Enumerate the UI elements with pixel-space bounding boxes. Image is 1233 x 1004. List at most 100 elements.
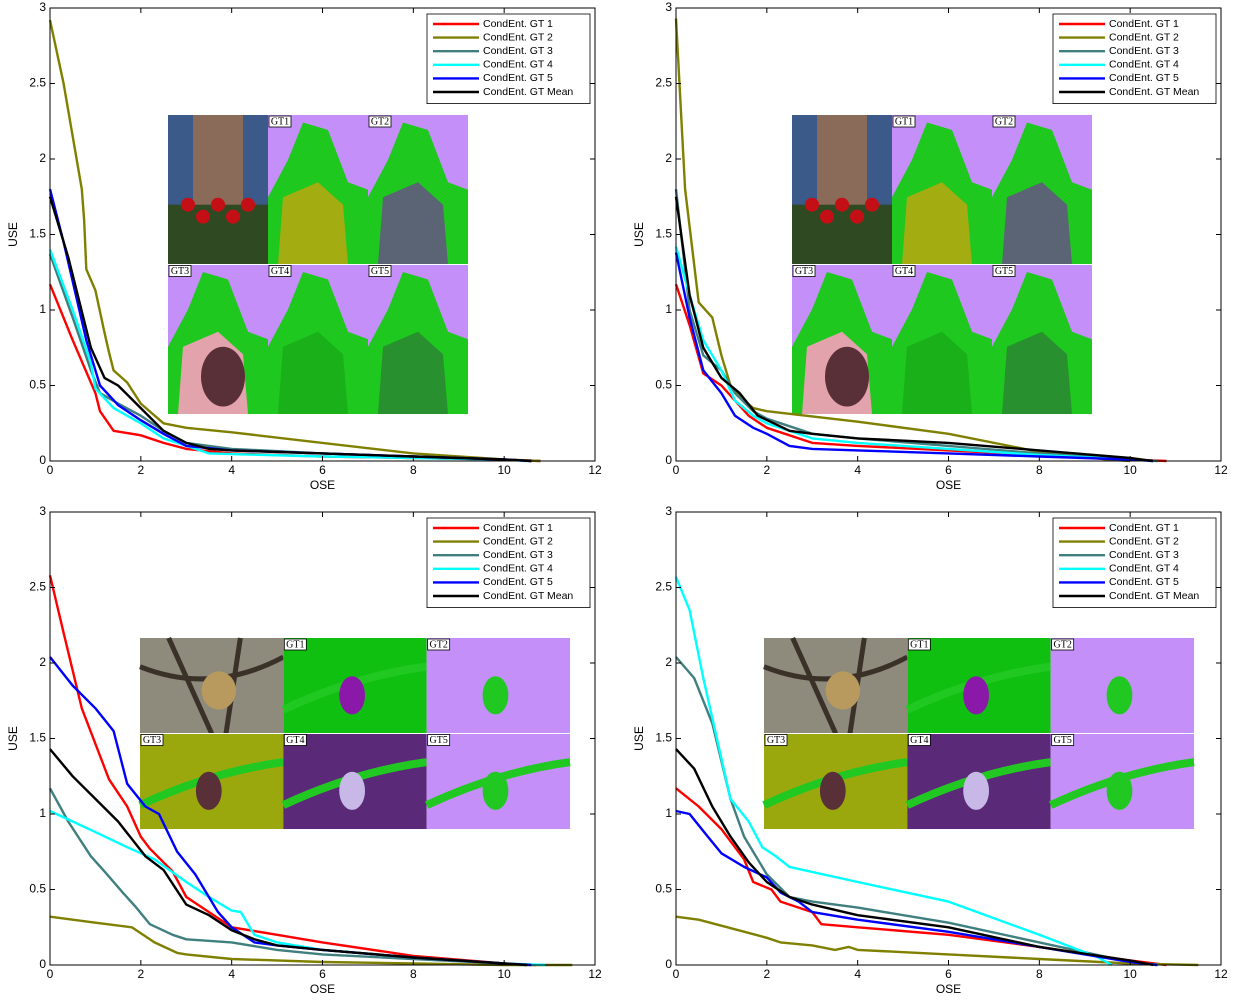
segment-leopard xyxy=(963,771,990,810)
inset-label-box xyxy=(892,265,916,277)
y-tick-label: 1 xyxy=(39,302,46,316)
segment-flowers xyxy=(378,331,448,414)
photo-flower xyxy=(226,209,240,224)
inset-label-box xyxy=(992,115,1016,128)
inset-label: GT3 xyxy=(171,266,189,277)
legend-box xyxy=(1052,517,1217,608)
x-tick-label: 10 xyxy=(1123,967,1137,981)
legend-label: CondEnt. GT Mean xyxy=(483,86,573,98)
legend-label: CondEnt. GT 2 xyxy=(1109,31,1179,43)
series-line xyxy=(675,748,1154,967)
segment-flowers xyxy=(278,182,348,265)
series-line xyxy=(48,19,541,463)
y-tick-label: 2.5 xyxy=(655,580,672,594)
y-axis-label: USE xyxy=(6,726,20,751)
segment-leopard xyxy=(195,771,222,810)
inset-label-box xyxy=(907,638,931,651)
inset-label: GT5 xyxy=(429,735,447,746)
y-tick-label: 0.5 xyxy=(655,882,672,896)
photo-flower xyxy=(181,197,195,212)
inset-label-box xyxy=(792,265,816,277)
photo-flower xyxy=(241,197,255,212)
y-tick-label: 1.5 xyxy=(29,731,46,745)
legend-box xyxy=(1052,13,1217,104)
series-line xyxy=(674,246,1153,463)
photo-flower xyxy=(211,197,225,212)
segment-flowers xyxy=(1002,182,1072,265)
photo-foliage xyxy=(168,204,268,265)
inset-label-box xyxy=(283,638,307,651)
inset-label: GT4 xyxy=(286,735,304,746)
inset-label-box xyxy=(992,265,1016,277)
legend-label: CondEnt. GT 4 xyxy=(1109,59,1179,71)
x-tick-label: 12 xyxy=(1214,967,1228,981)
legend-label: CondEnt. GT 4 xyxy=(483,563,553,575)
y-tick-label: 0.5 xyxy=(29,378,46,392)
x-tick-label: 12 xyxy=(588,967,602,981)
x-tick-label: 0 xyxy=(47,463,54,477)
legend-box xyxy=(426,517,591,608)
x-tick-label: 2 xyxy=(763,463,770,477)
x-axis-label: OSE xyxy=(310,478,335,492)
y-tick-label: 0 xyxy=(665,453,672,467)
subplot: GT1 GT2 GT3 GT4 GT5 0 2 4 6 8 10 12 0 0.5 1 1.5 2 2.5 3 OSE… xyxy=(6,504,602,996)
segment-flowers xyxy=(902,331,972,414)
inset-label-box xyxy=(892,115,916,128)
segment-leopard xyxy=(1106,676,1133,715)
inset-label: GT3 xyxy=(795,266,813,277)
photo-flower xyxy=(835,197,849,212)
x-tick-label: 12 xyxy=(588,463,602,477)
inset-label: GT4 xyxy=(910,735,928,746)
legend-label: CondEnt. GT 4 xyxy=(483,59,553,71)
inset-label-box xyxy=(268,115,292,128)
inset-label: GT4 xyxy=(271,266,289,277)
x-tick-label: 10 xyxy=(1123,463,1137,477)
y-tick-label: 1.5 xyxy=(655,227,672,241)
inset-label: GT2 xyxy=(1053,639,1071,650)
segment-leopard xyxy=(339,676,366,715)
inset-label: GT2 xyxy=(995,116,1013,127)
legend-label: CondEnt. GT 5 xyxy=(483,576,553,588)
inset-label-box xyxy=(368,115,392,128)
x-tick-label: 4 xyxy=(228,463,235,477)
x-tick-label: 6 xyxy=(945,463,952,477)
legend-label: CondEnt. GT 5 xyxy=(1109,72,1179,84)
inset-label-box xyxy=(1051,734,1075,746)
segment-flower xyxy=(201,346,245,407)
legend-box xyxy=(426,13,591,104)
y-tick-label: 1 xyxy=(665,806,672,820)
segment-flowers xyxy=(1002,331,1072,414)
segment-leopard xyxy=(482,676,509,715)
inset-label: GT5 xyxy=(371,266,389,277)
inset-label-box xyxy=(1051,638,1075,651)
subplot: GT1 GT2 GT3 GT4 GT5 0 2 4 6 8 10 12 0 0.5 1 1.5 2 2.5 3 OSE… xyxy=(632,504,1228,996)
x-tick-label: 6 xyxy=(945,967,952,981)
photo-flower xyxy=(196,209,210,224)
x-tick-label: 0 xyxy=(47,967,54,981)
y-tick-label: 1.5 xyxy=(655,731,672,745)
x-tick-label: 2 xyxy=(137,463,144,477)
y-tick-label: 2.5 xyxy=(29,76,46,90)
y-tick-label: 0 xyxy=(39,957,46,971)
legend-label: CondEnt. GT Mean xyxy=(483,590,573,602)
inset-label-box xyxy=(764,734,788,746)
segment-flowers xyxy=(278,331,348,414)
segment-flowers xyxy=(902,182,972,265)
legend-label: CondEnt. GT 1 xyxy=(483,522,553,534)
segment-leopard xyxy=(819,771,846,810)
y-tick-label: 0 xyxy=(665,957,672,971)
y-tick-label: 3 xyxy=(39,0,46,14)
x-axis-label: OSE xyxy=(936,478,961,492)
x-tick-label: 4 xyxy=(228,967,235,981)
legend-label: CondEnt. GT 1 xyxy=(1109,18,1179,30)
y-tick-label: 2 xyxy=(39,655,46,669)
y-tick-label: 3 xyxy=(665,0,672,14)
x-tick-label: 12 xyxy=(1214,463,1228,477)
legend-label: CondEnt. GT 4 xyxy=(1109,563,1179,575)
photo-flower xyxy=(850,209,864,224)
y-tick-label: 2.5 xyxy=(29,580,46,594)
segment-flowers xyxy=(378,182,448,265)
y-tick-label: 2 xyxy=(665,655,672,669)
x-axis-label: OSE xyxy=(936,982,961,996)
